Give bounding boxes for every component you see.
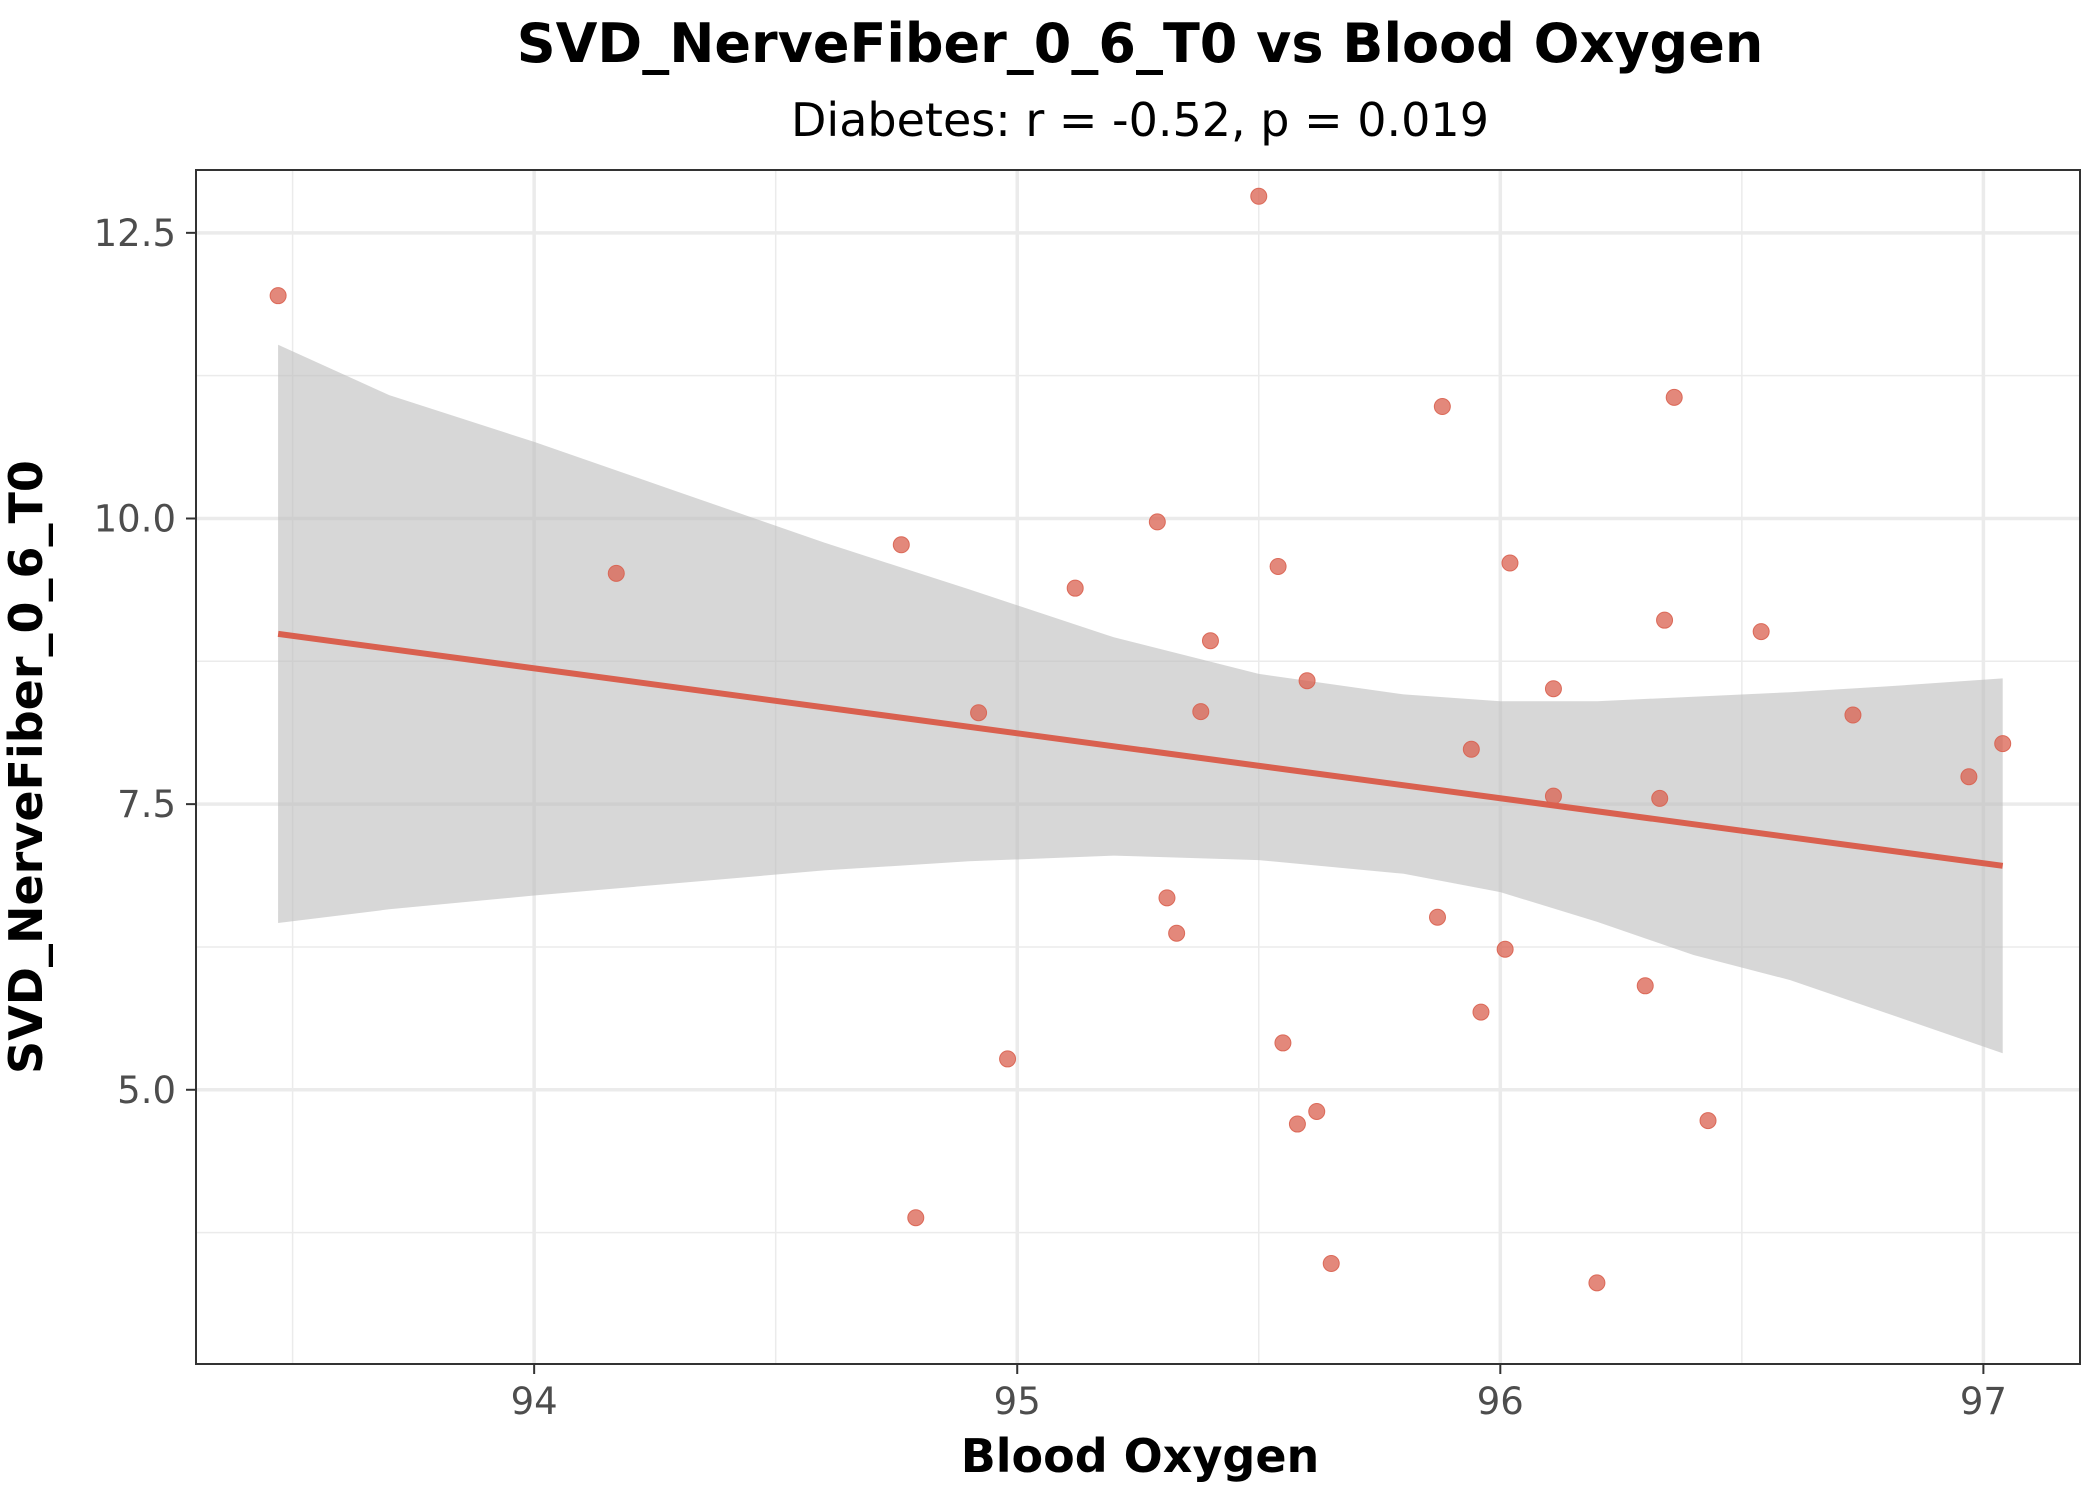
data-point	[1960, 768, 1978, 786]
data-point	[892, 536, 910, 554]
confidence-band-layer	[278, 344, 2003, 1054]
data-point	[1429, 908, 1447, 926]
data-point	[1472, 1003, 1490, 1021]
chart-title: SVD_NerveFiber_0_6_T0 vs Blood Oxygen	[517, 12, 1764, 75]
x-tick-label: 94	[511, 1380, 558, 1423]
data-point	[1308, 1102, 1326, 1120]
data-point	[1201, 632, 1219, 650]
data-point	[1588, 1274, 1606, 1292]
data-point	[1544, 787, 1562, 805]
data-point	[607, 564, 625, 582]
data-point	[1298, 672, 1316, 690]
data-point	[1636, 977, 1654, 995]
data-point	[1544, 680, 1562, 698]
x-axis-title: Blood Oxygen	[961, 1429, 1320, 1483]
y-axis-title: SVD_NerveFiber_0_6_T0	[0, 460, 53, 1074]
data-point	[1269, 557, 1287, 575]
y-tick-label: 12.5	[94, 212, 176, 255]
data-point	[269, 287, 287, 305]
data-point	[1844, 706, 1862, 724]
data-point	[1158, 889, 1176, 907]
data-point	[1651, 789, 1669, 807]
x-tick-label: 96	[1477, 1380, 1524, 1423]
y-axis-ticks: 5.0 7.5 10.0 12.5	[94, 212, 196, 1112]
x-tick-label: 97	[1960, 1380, 2007, 1423]
confidence-band	[278, 344, 2003, 1054]
y-tick-label: 7.5	[117, 783, 176, 826]
data-point	[1192, 703, 1210, 721]
data-points	[269, 187, 2012, 1292]
data-point	[1168, 924, 1186, 942]
data-point	[1665, 388, 1683, 406]
data-point	[1496, 940, 1514, 958]
data-point	[1501, 554, 1519, 572]
data-point	[1462, 740, 1480, 758]
data-point	[1250, 187, 1268, 205]
chart-subtitle: Diabetes: r = -0.52, p = 0.019	[791, 93, 1489, 147]
y-tick-label: 10.0	[94, 497, 176, 540]
data-point	[907, 1209, 925, 1227]
data-point	[1752, 623, 1770, 641]
x-tick-label: 95	[994, 1380, 1041, 1423]
plot-panel-border	[195, 169, 2081, 1365]
x-axis-ticks: 94 95 96 97	[511, 1364, 2007, 1423]
data-point	[1274, 1034, 1292, 1052]
fit-line-layer	[277, 630, 2004, 869]
data-point	[1699, 1112, 1717, 1130]
data-point	[1656, 611, 1674, 629]
regression-line	[277, 630, 2004, 869]
data-point	[1288, 1115, 1306, 1133]
data-point	[1322, 1254, 1340, 1272]
data-point	[999, 1050, 1017, 1068]
y-tick-label: 5.0	[117, 1069, 176, 1112]
data-point	[1066, 579, 1084, 597]
data-point	[1994, 735, 2012, 753]
data-point	[970, 704, 988, 722]
data-point	[1433, 398, 1451, 416]
data-point	[1148, 513, 1166, 531]
